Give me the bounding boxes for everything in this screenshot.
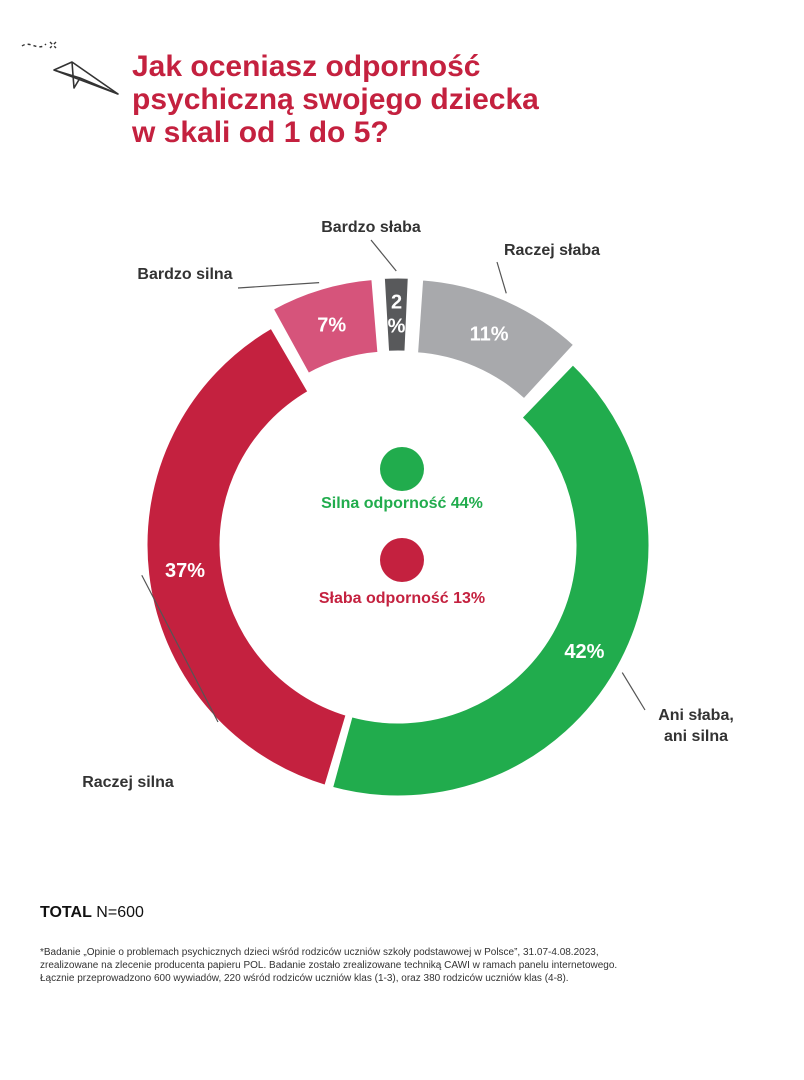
slice-value-label: 7% [317, 314, 346, 336]
summary-label: Słaba odporność 13% [319, 590, 485, 607]
slice-value-label: 42% [564, 641, 604, 663]
slice-value-label: 11% [470, 323, 509, 345]
slice-value-label: % [388, 316, 406, 338]
title-line: Jak oceniasz odporność [132, 50, 481, 83]
slice-value-label: 37% [165, 560, 205, 582]
slice-2 [329, 361, 652, 799]
leader-line [370, 239, 397, 272]
slice-4 [270, 276, 381, 377]
summary-dot [380, 447, 424, 491]
title-line: w skali od 1 do 5? [132, 116, 389, 149]
slice-0 [381, 275, 411, 354]
category-label: ani silna [664, 728, 728, 745]
summary-dot [380, 538, 424, 582]
leader-line [141, 574, 219, 723]
slice-1 [414, 277, 577, 403]
category-label: Raczej silna [82, 774, 174, 791]
leader-line [621, 672, 646, 711]
chart-title: Jak oceniasz odporność psychiczną swojeg… [132, 50, 772, 149]
title-line: psychiczną swojego dziecka [132, 83, 539, 116]
category-label: Raczej słaba [504, 242, 600, 259]
paper-plane-icon [21, 41, 119, 95]
total-label: TOTAL [40, 904, 92, 921]
footnote: *Badanie „Opinie o problemach psychiczny… [40, 947, 618, 984]
category-label: Ani słaba, [658, 707, 734, 724]
total-sample: TOTAL N=600 [40, 904, 144, 922]
leader-line [237, 281, 320, 289]
category-label: Bardzo słaba [321, 219, 421, 236]
donut-chart: 2% Bardzo słaba 11% Raczej słaba 42% Ani słab… [82, 219, 734, 799]
category-label: Bardzo silna [137, 266, 232, 283]
leader-line [496, 261, 507, 294]
slice-3 [144, 325, 350, 789]
total-value: N=600 [96, 904, 144, 921]
slice-value-label: 2 [391, 292, 402, 314]
summary-label: Silna odporność 44% [321, 495, 483, 512]
